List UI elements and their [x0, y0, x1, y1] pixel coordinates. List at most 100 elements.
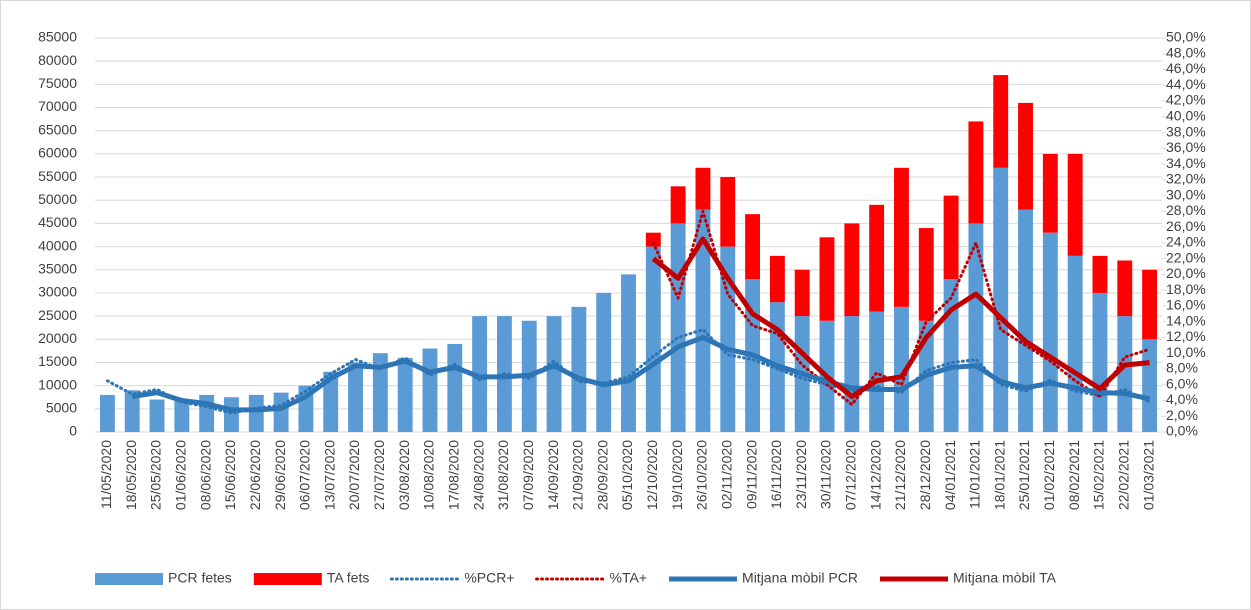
- x-tick-label: 28/09/2020: [594, 440, 610, 510]
- legend-swatch: [95, 573, 163, 585]
- y2-tick-label: 2,0%: [1166, 407, 1198, 423]
- bar: [348, 362, 363, 432]
- bar: [1142, 269, 1158, 340]
- y-tick-label: 65000: [38, 121, 77, 137]
- x-tick-label: 17/08/2020: [446, 440, 462, 510]
- bar: [993, 75, 1009, 168]
- bar: [124, 390, 140, 432]
- x-tick-label: 01/02/2021: [1041, 440, 1057, 510]
- y-tick-label: 0: [69, 423, 77, 439]
- y-tick-label: 5000: [46, 400, 77, 416]
- bar: [670, 186, 686, 224]
- bar: [1067, 153, 1083, 256]
- x-tick-label: 12/10/2020: [644, 440, 660, 510]
- y2-tick-label: 40,0%: [1166, 108, 1206, 124]
- bar: [224, 397, 239, 432]
- x-tick-label: 24/08/2020: [470, 440, 486, 510]
- bar: [596, 292, 612, 432]
- x-tick-label: 30/11/2020: [818, 440, 834, 509]
- bar: [968, 223, 984, 432]
- y-tick-label: 40000: [38, 237, 77, 253]
- bar: [968, 121, 984, 224]
- y-tick-label: 50000: [38, 191, 77, 207]
- bar: [1018, 102, 1033, 210]
- x-tick-label: 21/12/2020: [892, 440, 908, 510]
- bar: [571, 306, 587, 432]
- x-tick-label: 28/12/2020: [917, 440, 933, 510]
- line: [651, 209, 1152, 406]
- x-tick-label: 02/11/2020: [718, 440, 734, 509]
- bar: [844, 316, 860, 432]
- x-tick-label: 23/11/2020: [793, 440, 809, 509]
- y2-tick-label: 48,0%: [1166, 44, 1206, 60]
- y-tick-label: 75000: [38, 75, 77, 91]
- legend-label: %PCR+: [464, 570, 514, 586]
- y-tick-label: 15000: [38, 353, 77, 369]
- bar: [1018, 209, 1033, 432]
- bar: [645, 232, 661, 247]
- x-tick-label: 27/07/2020: [371, 440, 387, 510]
- x-tick-label: 15/06/2020: [222, 440, 238, 510]
- bar: [720, 246, 736, 432]
- y-tick-label: 70000: [38, 98, 77, 114]
- y2-tick-label: 44,0%: [1166, 76, 1206, 92]
- y2-tick-label: 12,0%: [1166, 328, 1206, 344]
- bar: [149, 399, 165, 432]
- x-tick-label: 15/02/2021: [1091, 440, 1107, 510]
- x-tick-label: 20/07/2020: [346, 440, 362, 510]
- bar: [174, 399, 190, 432]
- bar: [769, 255, 785, 303]
- y-tick-label: 55000: [38, 168, 77, 184]
- line: [651, 236, 1150, 400]
- bar: [1042, 232, 1058, 432]
- bar: [1142, 339, 1158, 432]
- y2-tick-label: 24,0%: [1166, 234, 1206, 250]
- bar: [1067, 255, 1083, 432]
- line: [105, 328, 1152, 415]
- bar: [447, 343, 463, 432]
- y2-tick-label: 46,0%: [1166, 60, 1206, 76]
- y2-tick-label: 20,0%: [1166, 265, 1206, 281]
- bar: [1092, 255, 1108, 293]
- x-tick-label: 09/11/2020: [743, 440, 759, 509]
- bar: [422, 348, 438, 432]
- x-tick-label: 22/06/2020: [247, 440, 263, 510]
- bar: [1092, 292, 1108, 432]
- x-tick-label: 25/05/2020: [148, 440, 164, 510]
- bar: [993, 167, 1009, 432]
- x-tick-label: 31/08/2020: [495, 440, 511, 510]
- bar: [248, 394, 264, 432]
- bar: [745, 214, 761, 280]
- y-tick-label: 45000: [38, 214, 77, 230]
- bar: [99, 394, 115, 432]
- bar: [1117, 260, 1133, 317]
- bar: [869, 311, 885, 432]
- bar: [323, 371, 339, 432]
- y2-tick-label: 36,0%: [1166, 139, 1206, 155]
- bar: [819, 237, 835, 321]
- bar: [670, 223, 686, 432]
- y2-tick-label: 38,0%: [1166, 123, 1206, 139]
- y2-tick-label: 10,0%: [1166, 344, 1206, 360]
- legend-label: %TA+: [610, 570, 647, 586]
- y2-tick-label: 32,0%: [1166, 171, 1206, 187]
- x-tick-label: 22/02/2021: [1115, 440, 1131, 510]
- bar: [695, 209, 711, 432]
- bar: [273, 392, 289, 432]
- bar: [645, 246, 661, 432]
- y2-tick-label: 8,0%: [1166, 360, 1198, 376]
- bar: [1042, 153, 1058, 233]
- bar: [794, 269, 810, 317]
- bar: [695, 167, 711, 210]
- x-tick-label: 14/09/2020: [545, 440, 561, 510]
- y2-tick-label: 30,0%: [1166, 186, 1206, 202]
- x-tick-label: 05/10/2020: [619, 440, 635, 510]
- y2-tick-label: 6,0%: [1166, 375, 1198, 391]
- x-tick-label: 01/06/2020: [173, 440, 189, 510]
- y2-tick-label: 18,0%: [1166, 281, 1206, 297]
- y2-tick-label: 4,0%: [1166, 391, 1198, 407]
- bar: [546, 316, 562, 432]
- x-tick-label: 18/05/2020: [123, 440, 139, 510]
- y-tick-label: 30000: [38, 284, 77, 300]
